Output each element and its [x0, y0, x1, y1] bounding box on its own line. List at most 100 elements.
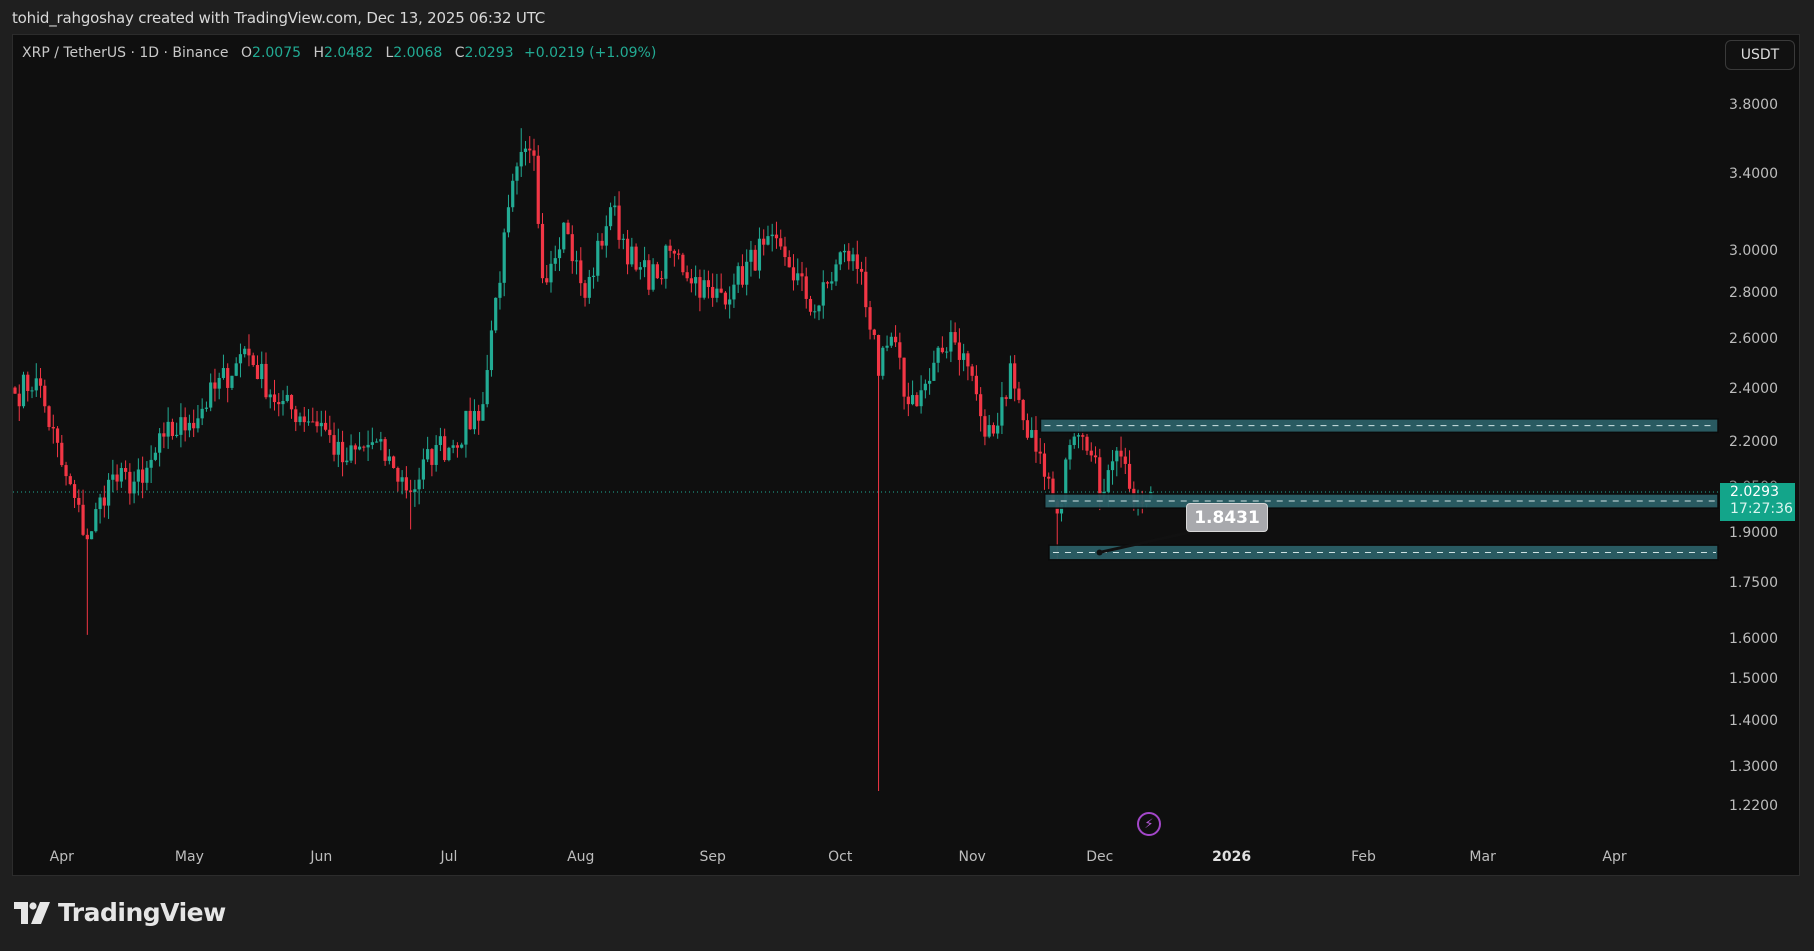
- candle-body[interactable]: [192, 422, 196, 429]
- candle-body[interactable]: [306, 421, 311, 423]
- candle-body[interactable]: [392, 456, 396, 468]
- candle-body[interactable]: [47, 406, 51, 427]
- candle-body[interactable]: [685, 272, 689, 279]
- candle-body[interactable]: [847, 250, 851, 262]
- candle-body[interactable]: [677, 253, 681, 255]
- candle-body[interactable]: [353, 445, 357, 450]
- currency-button[interactable]: USDT: [1725, 40, 1795, 70]
- candle-body[interactable]: [404, 477, 408, 491]
- candle-body[interactable]: [438, 436, 442, 446]
- candle-body[interactable]: [1110, 461, 1115, 471]
- candle-body[interactable]: [289, 394, 294, 410]
- candle-body[interactable]: [915, 395, 919, 407]
- candle-body[interactable]: [821, 282, 825, 306]
- candle-body[interactable]: [1000, 397, 1004, 426]
- candle-body[interactable]: [962, 353, 966, 360]
- candle-body[interactable]: [294, 409, 298, 423]
- candle-body[interactable]: [664, 245, 668, 279]
- candle-body[interactable]: [1064, 459, 1068, 504]
- candle-body[interactable]: [1047, 476, 1051, 479]
- candle-body[interactable]: [945, 351, 949, 353]
- candle-body[interactable]: [634, 246, 638, 270]
- candle-body[interactable]: [209, 382, 213, 408]
- candle-body[interactable]: [1034, 430, 1038, 452]
- candle-body[interactable]: [451, 445, 455, 448]
- candle-body[interactable]: [1081, 435, 1085, 437]
- candle-body[interactable]: [868, 307, 872, 330]
- candle-body[interactable]: [808, 298, 813, 312]
- candle-body[interactable]: [1017, 388, 1021, 400]
- candle-body[interactable]: [923, 383, 927, 391]
- candle-body[interactable]: [145, 467, 149, 483]
- candle-body[interactable]: [332, 435, 336, 455]
- candle-body[interactable]: [974, 375, 979, 395]
- candle-body[interactable]: [566, 222, 570, 235]
- candle-body[interactable]: [562, 222, 566, 250]
- candle-body[interactable]: [106, 479, 111, 506]
- candle-body[interactable]: [694, 277, 698, 284]
- candle-body[interactable]: [774, 234, 779, 239]
- candle-body[interactable]: [740, 266, 745, 285]
- candle-body[interactable]: [902, 357, 906, 397]
- candle-body[interactable]: [434, 445, 438, 465]
- candle-body[interactable]: [523, 148, 528, 152]
- candle-body[interactable]: [791, 267, 796, 281]
- candle-body[interactable]: [1098, 457, 1102, 497]
- candle-body[interactable]: [842, 250, 847, 253]
- candle-body[interactable]: [1068, 445, 1072, 460]
- candle-body[interactable]: [728, 299, 732, 305]
- candle-body[interactable]: [881, 347, 885, 376]
- candle-body[interactable]: [315, 421, 319, 427]
- candle-body[interactable]: [800, 273, 804, 277]
- candle-body[interactable]: [587, 276, 591, 298]
- candle-body[interactable]: [119, 468, 123, 482]
- candle-body[interactable]: [455, 445, 460, 448]
- candle-body[interactable]: [515, 166, 519, 181]
- candle-body[interactable]: [387, 456, 391, 461]
- candle-body[interactable]: [64, 465, 68, 477]
- candle-body[interactable]: [345, 460, 349, 463]
- candle-body[interactable]: [72, 484, 77, 498]
- candle-body[interactable]: [481, 404, 485, 421]
- candle-body[interactable]: [30, 390, 34, 392]
- candle-body[interactable]: [830, 281, 834, 284]
- candle-body[interactable]: [511, 180, 515, 208]
- candle-body[interactable]: [221, 368, 226, 378]
- candle-body[interactable]: [940, 347, 944, 353]
- candle-body[interactable]: [549, 263, 553, 283]
- candle-body[interactable]: [889, 336, 893, 346]
- candle-body[interactable]: [1115, 450, 1119, 462]
- candle-body[interactable]: [1025, 420, 1030, 438]
- candle-body[interactable]: [957, 342, 961, 360]
- candle-body[interactable]: [770, 234, 774, 237]
- candle-body[interactable]: [630, 246, 634, 265]
- candle-body[interactable]: [349, 445, 353, 461]
- candle-body[interactable]: [787, 257, 791, 268]
- candle-body[interactable]: [1072, 436, 1076, 446]
- candle-body[interactable]: [1093, 455, 1098, 458]
- candle-body[interactable]: [834, 264, 838, 282]
- candle-body[interactable]: [689, 278, 693, 284]
- candle-body[interactable]: [983, 416, 987, 437]
- candle-body[interactable]: [919, 390, 923, 407]
- candle-body[interactable]: [1123, 456, 1127, 464]
- candle-body[interactable]: [170, 421, 174, 437]
- candle-body[interactable]: [898, 342, 902, 358]
- candle-body[interactable]: [379, 439, 383, 442]
- candle-body[interactable]: [417, 479, 421, 490]
- candle-body[interactable]: [719, 288, 723, 293]
- candle-body[interactable]: [55, 428, 60, 443]
- candle-body[interactable]: [502, 232, 506, 283]
- candle-body[interactable]: [753, 249, 757, 271]
- candle-body[interactable]: [217, 377, 221, 389]
- candle-body[interactable]: [213, 382, 217, 389]
- candle-body[interactable]: [706, 280, 711, 287]
- candle-body[interactable]: [621, 238, 625, 240]
- candle-body[interactable]: [932, 362, 936, 381]
- candle-body[interactable]: [970, 366, 974, 376]
- candle-body[interactable]: [953, 332, 957, 343]
- candle-body[interactable]: [468, 410, 472, 430]
- candle-body[interactable]: [681, 254, 685, 273]
- candle-body[interactable]: [251, 355, 255, 365]
- candle-body[interactable]: [260, 363, 264, 380]
